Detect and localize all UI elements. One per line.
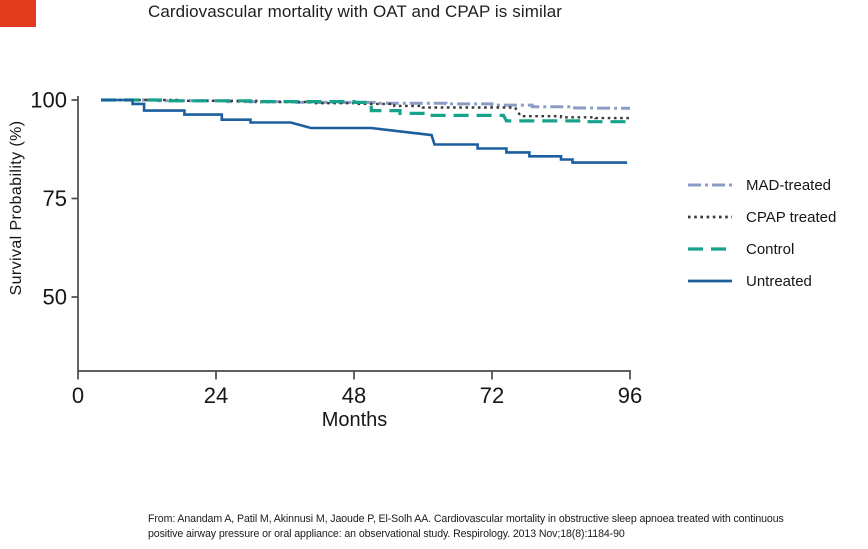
series-line-untreated	[101, 98, 628, 164]
y-tick-label: 75	[43, 186, 67, 211]
citation-line-2: positive airway pressure or oral applian…	[148, 528, 625, 541]
chart-title: Cardiovascular mortality with OAT and CP…	[147, 2, 563, 21]
legend-item-untreated: Untreated	[687, 272, 836, 290]
legend-swatch-line	[688, 247, 732, 251]
x-tick-label: 48	[342, 383, 366, 408]
y-tick-label: 100	[30, 88, 67, 113]
citation: From: Anandam A, Patil M, Akinnusi M, Ja…	[148, 512, 864, 542]
legend-swatch-line	[688, 279, 732, 283]
x-tick-label: 96	[618, 383, 642, 408]
legend-swatch-line	[688, 183, 732, 187]
x-tick-label: 72	[480, 383, 504, 408]
x-tick-label: 24	[204, 383, 228, 408]
legend: MAD-treated CPAP treated Control Untreated	[687, 176, 836, 304]
series-line-cpap-treated	[101, 98, 630, 120]
legend-item-control: Control	[687, 240, 836, 258]
legend-label: MAD-treated	[746, 176, 832, 194]
x-tick-label: 0	[72, 383, 84, 408]
y-tick-label: 50	[43, 285, 67, 310]
legend-item-cpap-treated: CPAP treated	[687, 208, 836, 226]
citation-line-1: From: Anandam A, Patil M, Akinnusi M, Ja…	[148, 513, 784, 525]
slide-accent-square	[0, 0, 36, 27]
x-axis-title: Months	[321, 409, 388, 431]
legend-item-mad-treated: MAD-treated	[687, 176, 836, 194]
legend-label: Control	[746, 240, 795, 258]
series-line-control	[101, 98, 630, 124]
legend-swatch-line	[688, 215, 732, 219]
legend-label: Untreated	[746, 272, 812, 290]
legend-label: CPAP treated	[746, 208, 837, 226]
